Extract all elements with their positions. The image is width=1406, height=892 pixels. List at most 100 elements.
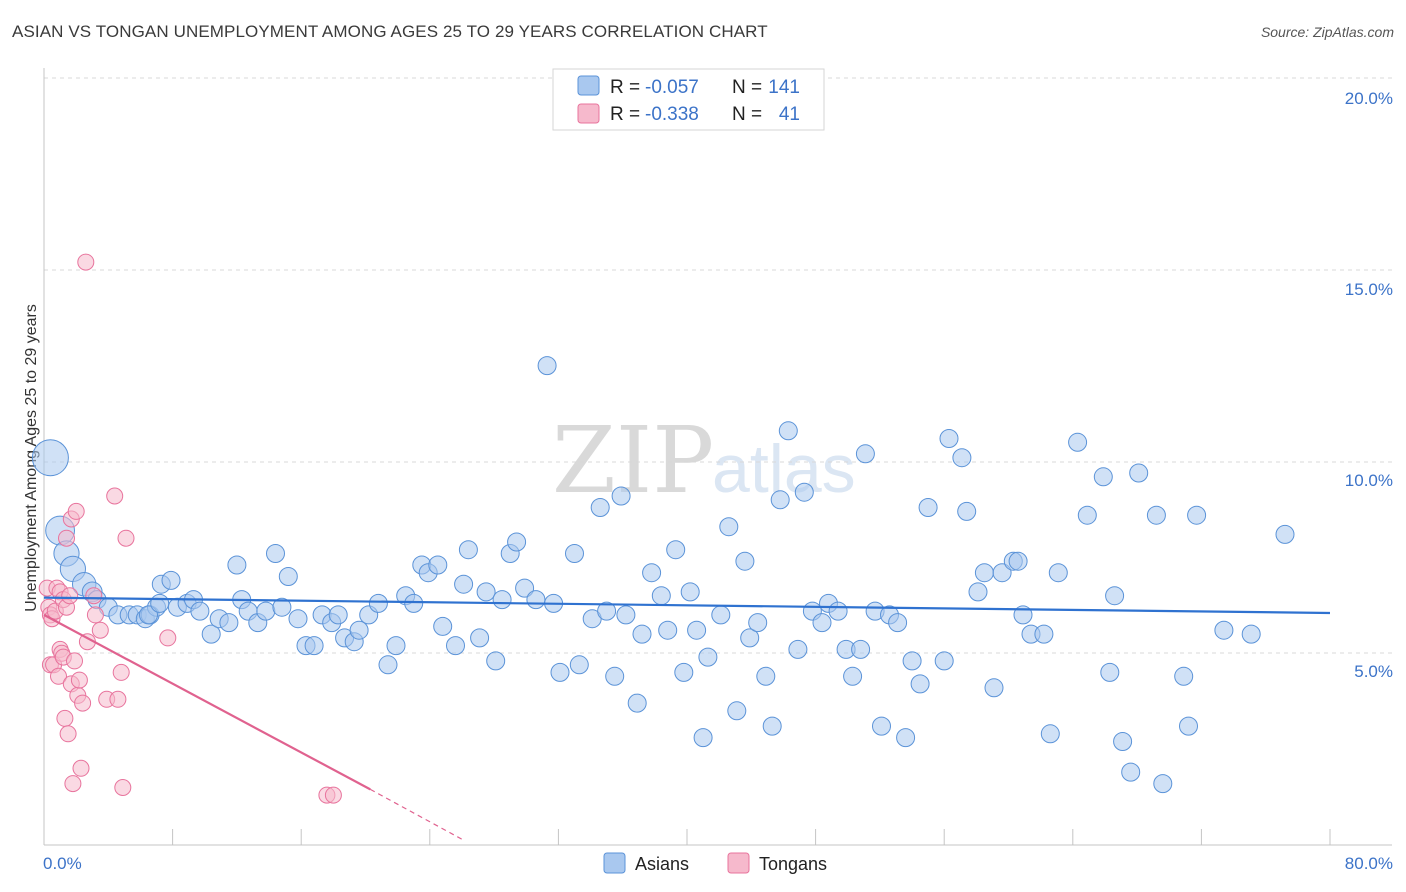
- asian-point-77: [651, 586, 671, 606]
- tongan-point-21: [64, 775, 82, 793]
- asian-point-65: [550, 662, 570, 682]
- asian-point-50: [428, 555, 448, 575]
- asian-point-82: [687, 620, 707, 640]
- asian-point-125: [1034, 624, 1054, 644]
- tongan-point-32: [91, 621, 109, 639]
- asian-point-87: [727, 701, 747, 721]
- asian-point-17: [161, 570, 181, 590]
- asian-point-89: [740, 628, 760, 648]
- asian-point-91: [756, 666, 776, 686]
- legend-swatch-asians: [577, 75, 600, 96]
- asian-point-44: [378, 655, 398, 675]
- y-tick-label-20: 20.0%: [1345, 89, 1393, 108]
- asian-point-74: [627, 693, 647, 713]
- asian-point-115: [952, 448, 972, 468]
- asian-point-131: [1100, 662, 1120, 682]
- asian-point-79: [666, 540, 686, 560]
- asian-point-53: [454, 574, 474, 594]
- legend-r-value-asians: -0.057: [645, 77, 699, 98]
- tongan-point-41: [324, 786, 342, 804]
- asian-point-47: [404, 593, 424, 613]
- tongan-point-18: [61, 587, 79, 605]
- asian-point-109: [896, 728, 916, 748]
- y-tick-label-15: 15.0%: [1345, 280, 1393, 299]
- asian-point-134: [1121, 762, 1141, 782]
- asian-point-57: [486, 651, 506, 671]
- asian-point-137: [1153, 774, 1173, 794]
- legend-n-value-tongans: 41: [779, 104, 800, 125]
- asian-point-22: [201, 624, 221, 644]
- asian-point-86: [719, 517, 739, 537]
- asian-point-71: [605, 666, 625, 686]
- tongan-point-28: [77, 253, 95, 271]
- tongan-point-39: [159, 629, 177, 647]
- tongan-point-36: [112, 663, 130, 681]
- asian-point-95: [788, 639, 808, 659]
- asian-point-85: [711, 605, 731, 625]
- tongan-point-14: [56, 709, 74, 727]
- y-axis-title: Unemployment Among Ages 25 to 29 years: [23, 304, 40, 612]
- bottom-legend-swatch-asians: [603, 852, 626, 874]
- tongan-point-25: [70, 671, 88, 689]
- asian-point-80: [674, 662, 694, 682]
- asian-point-76: [642, 563, 662, 583]
- asian-point-117: [968, 582, 988, 602]
- asian-point-66: [565, 544, 584, 563]
- asian-point-141: [1214, 620, 1234, 640]
- asian-point-132: [1105, 586, 1125, 606]
- tongan-trendline: [43, 613, 371, 791]
- asian-point-110: [902, 651, 922, 671]
- asian-point-98: [812, 613, 832, 633]
- asian-point-51: [433, 616, 453, 636]
- asian-point-52: [446, 636, 465, 656]
- asian-point-56: [476, 582, 496, 602]
- asian-point-21: [190, 601, 210, 621]
- asian-point-81: [680, 582, 700, 602]
- chart-title: ASIAN VS TONGAN UNEMPLOYMENT AMONG AGES …: [12, 22, 768, 41]
- asian-point-88: [735, 551, 755, 571]
- asian-point-54: [458, 540, 478, 560]
- y-tick-label-10: 10.0%: [1345, 471, 1393, 490]
- asian-point-102: [843, 666, 863, 686]
- asian-point-61: [515, 578, 535, 598]
- asian-point-133: [1113, 732, 1133, 751]
- asian-point-41: [349, 620, 369, 640]
- asian-point-122: [1008, 551, 1028, 571]
- tongan-point-8: [50, 667, 67, 685]
- asian-point-92: [762, 716, 782, 736]
- asian-point-140: [1187, 505, 1207, 525]
- legend-r-value-tongans: -0.338: [645, 104, 699, 125]
- asian-point-63: [537, 356, 557, 376]
- trendlines: [43, 596, 1331, 840]
- asian-point-45: [386, 636, 406, 656]
- legend-n-label-tongans: N =: [732, 104, 762, 125]
- asian-point-96: [794, 482, 814, 502]
- watermark-zip: ZIP: [552, 407, 714, 514]
- asian-point-93: [770, 490, 790, 510]
- asian-point-14: [139, 605, 158, 625]
- asian-point-67: [569, 655, 589, 675]
- asian-point-55: [470, 628, 490, 648]
- watermark: ZIP atlas: [552, 407, 856, 514]
- tongan-point-31: [86, 606, 104, 624]
- asian-point-111: [910, 674, 930, 694]
- y-tick-label-5: 5.0%: [1354, 662, 1393, 681]
- asian-point-104: [855, 444, 875, 464]
- asian-point-75: [632, 624, 652, 644]
- legend-r-label-tongans: R =: [610, 104, 640, 125]
- tongan-point-22: [66, 652, 83, 670]
- tongan-trendline-extension: [370, 788, 463, 840]
- tongan-point-38: [117, 529, 135, 547]
- asian-point-58: [492, 590, 512, 610]
- asian-point-70: [597, 601, 617, 621]
- asian-point-0: [31, 439, 69, 477]
- tongan-point-16: [58, 529, 75, 547]
- asian-point-130: [1093, 467, 1113, 487]
- asian-point-138: [1174, 666, 1194, 686]
- tongan-point-27: [74, 694, 92, 712]
- tongan-point-17: [59, 725, 77, 743]
- series-tongans-points: [38, 253, 342, 804]
- asian-point-113: [934, 651, 954, 671]
- asian-point-84: [698, 647, 718, 667]
